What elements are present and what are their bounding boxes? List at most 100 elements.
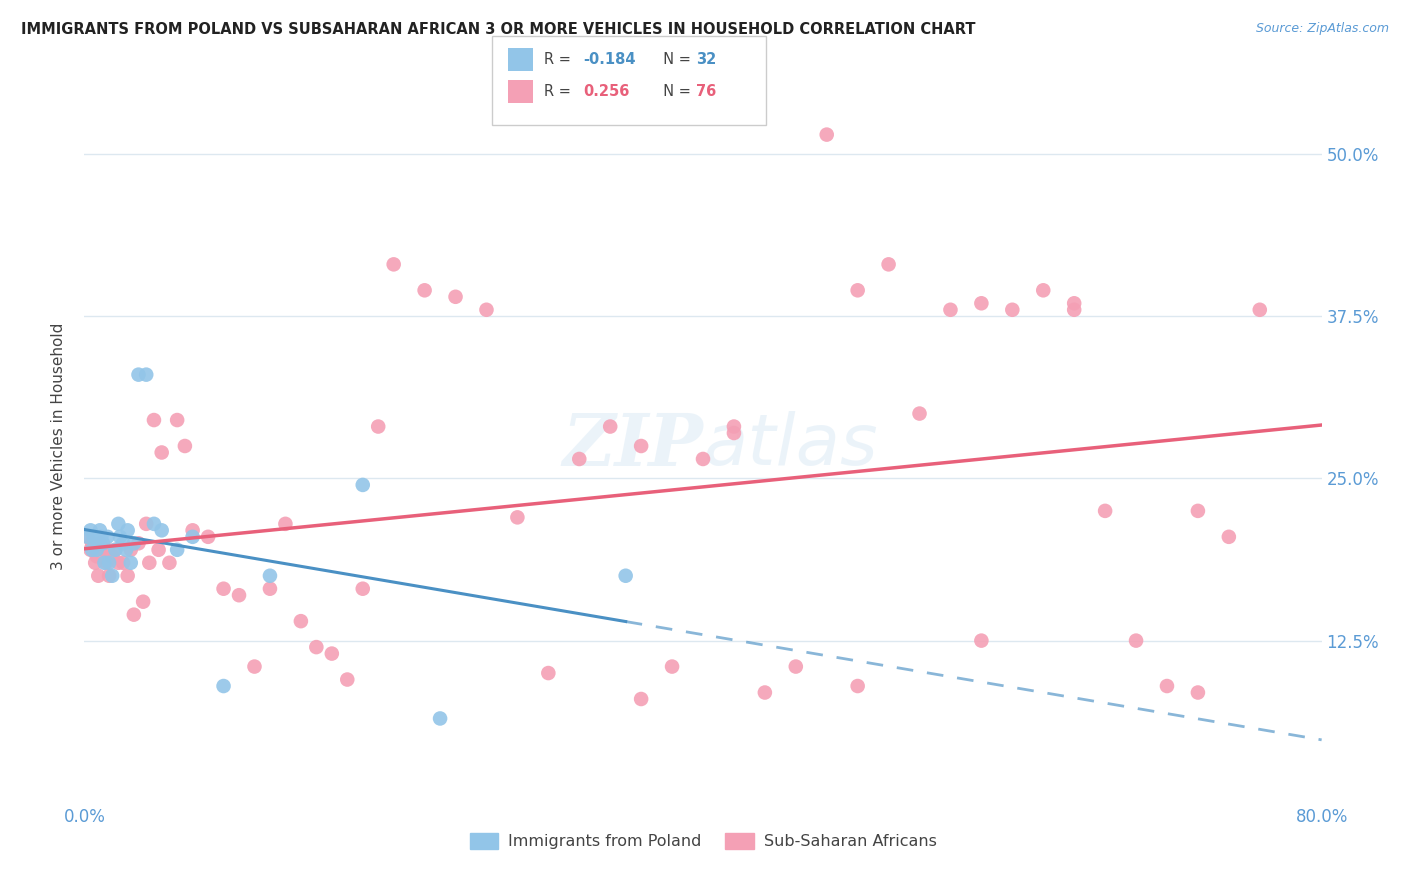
- Point: [568, 452, 591, 467]
- Text: R =: R =: [544, 53, 575, 67]
- Point: [120, 556, 142, 570]
- Point: [877, 257, 900, 271]
- Point: [120, 542, 142, 557]
- Point: [127, 368, 149, 382]
- Point: [970, 633, 993, 648]
- Point: [290, 614, 312, 628]
- Point: [181, 530, 204, 544]
- Point: [352, 478, 374, 492]
- Text: 0.256: 0.256: [583, 85, 630, 99]
- Point: [212, 582, 235, 596]
- Point: [122, 536, 145, 550]
- Point: [135, 368, 157, 382]
- Point: [1032, 283, 1054, 297]
- Point: [83, 530, 105, 544]
- Point: [1125, 633, 1147, 648]
- Point: [630, 692, 652, 706]
- Point: [336, 673, 359, 687]
- Point: [117, 524, 139, 538]
- Point: [150, 445, 173, 459]
- Text: 32: 32: [696, 53, 716, 67]
- Point: [692, 452, 714, 467]
- Point: [90, 530, 112, 544]
- Point: [91, 536, 114, 550]
- Point: [96, 530, 118, 544]
- Point: [82, 536, 104, 550]
- Point: [87, 536, 110, 550]
- Point: [1249, 302, 1271, 317]
- Text: R =: R =: [544, 85, 575, 99]
- Point: [87, 568, 110, 582]
- Point: [382, 257, 405, 271]
- Point: [259, 582, 281, 596]
- Point: [413, 283, 436, 297]
- Point: [94, 556, 117, 570]
- Point: [259, 568, 281, 582]
- Point: [117, 568, 139, 582]
- Point: [89, 536, 111, 550]
- Point: [76, 530, 98, 544]
- Text: IMMIGRANTS FROM POLAND VS SUBSAHARAN AFRICAN 3 OR MORE VEHICLES IN HOUSEHOLD COR: IMMIGRANTS FROM POLAND VS SUBSAHARAN AFR…: [21, 22, 976, 37]
- Point: [86, 542, 108, 557]
- Point: [352, 582, 374, 596]
- Point: [143, 516, 166, 531]
- Point: [661, 659, 683, 673]
- Point: [1063, 302, 1085, 317]
- Point: [243, 659, 266, 673]
- Point: [76, 530, 98, 544]
- Point: [908, 407, 931, 421]
- Point: [846, 283, 869, 297]
- Point: [82, 542, 104, 557]
- Point: [1094, 504, 1116, 518]
- Point: [367, 419, 389, 434]
- Point: [475, 302, 498, 317]
- Point: [101, 568, 124, 582]
- Point: [159, 556, 180, 570]
- Point: [506, 510, 529, 524]
- Point: [93, 556, 115, 570]
- Point: [143, 413, 166, 427]
- Text: atlas: atlas: [703, 411, 877, 481]
- Point: [174, 439, 197, 453]
- Point: [228, 588, 250, 602]
- Text: ZIP: ZIP: [562, 410, 703, 482]
- Point: [630, 439, 652, 453]
- Point: [104, 542, 127, 557]
- Point: [723, 425, 745, 440]
- Point: [138, 556, 160, 570]
- Point: [1156, 679, 1178, 693]
- Text: -0.184: -0.184: [583, 53, 636, 67]
- Point: [89, 524, 111, 538]
- Point: [321, 647, 343, 661]
- Legend: Immigrants from Poland, Sub-Saharan Africans: Immigrants from Poland, Sub-Saharan Afri…: [463, 826, 943, 855]
- Point: [537, 666, 560, 681]
- Point: [79, 524, 101, 538]
- Point: [112, 536, 135, 550]
- Point: [112, 556, 135, 570]
- Point: [1063, 296, 1085, 310]
- Point: [122, 607, 145, 622]
- Point: [101, 549, 124, 564]
- Point: [599, 419, 621, 434]
- Point: [181, 524, 204, 538]
- Point: [939, 302, 962, 317]
- Text: Source: ZipAtlas.com: Source: ZipAtlas.com: [1256, 22, 1389, 36]
- Point: [115, 542, 138, 557]
- Point: [166, 413, 188, 427]
- Point: [150, 524, 173, 538]
- Point: [846, 679, 869, 693]
- Point: [148, 542, 170, 557]
- Point: [166, 542, 188, 557]
- Point: [135, 516, 157, 531]
- Text: N =: N =: [654, 85, 696, 99]
- Point: [815, 128, 838, 142]
- Point: [1187, 685, 1209, 699]
- Point: [104, 542, 127, 557]
- Y-axis label: 3 or more Vehicles in Household: 3 or more Vehicles in Household: [51, 322, 66, 570]
- Text: 76: 76: [696, 85, 716, 99]
- Text: N =: N =: [654, 53, 696, 67]
- Point: [723, 419, 745, 434]
- Point: [754, 685, 776, 699]
- Point: [84, 556, 107, 570]
- Point: [1187, 504, 1209, 518]
